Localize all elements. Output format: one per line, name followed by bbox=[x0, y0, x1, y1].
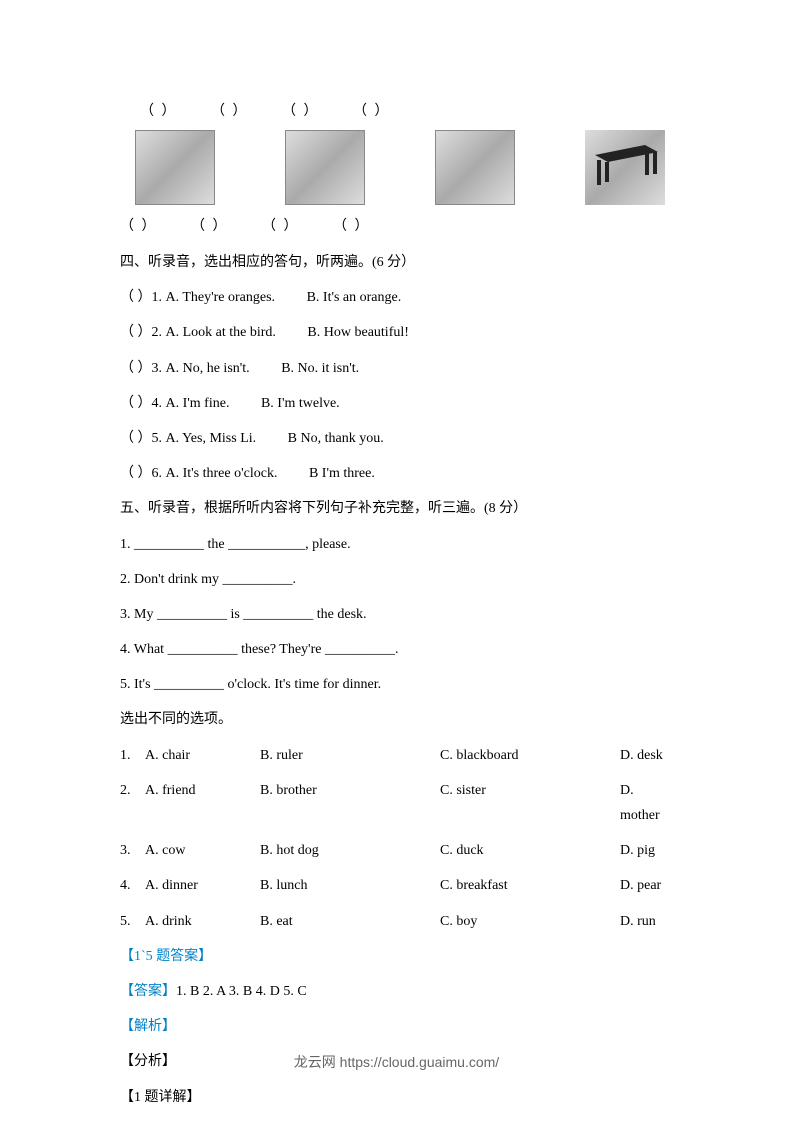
s5-3: 3. My __________ is __________ the desk. bbox=[120, 602, 673, 627]
footer-text: 龙云网 https://cloud.guaimu.com/ bbox=[0, 1052, 793, 1072]
image-3 bbox=[435, 130, 515, 205]
mc1-a: A. chair bbox=[145, 743, 260, 768]
image-1 bbox=[135, 130, 215, 205]
paren-2[interactable]: （ ） bbox=[211, 104, 249, 119]
sub2: 【1 题详解】 bbox=[120, 1085, 673, 1110]
paren-1[interactable]: （ ） bbox=[140, 104, 178, 119]
s5-2: 2. Don't drink my __________. bbox=[120, 567, 673, 592]
answer-content: 【答案】1. B 2. A 3. B 4. D 5. C bbox=[120, 979, 673, 1004]
mc4-d: D. pear bbox=[620, 873, 673, 898]
q4-4-b: B. I'm twelve. bbox=[261, 396, 340, 411]
paren-b1[interactable]: （ ） bbox=[120, 219, 158, 234]
q4-2-b: B. How beautiful! bbox=[307, 325, 408, 340]
q4-1: （ ）1. A. They're oranges. B. It's an ora… bbox=[120, 285, 673, 310]
q4-5-a: （ ）5. A. Yes, Miss Li. bbox=[120, 431, 256, 446]
q4-4-a: （ ）4. A. I'm fine. bbox=[120, 396, 229, 411]
answer-title: 【1`5 题答案】 bbox=[120, 944, 673, 969]
answer-text: 1. B 2. A 3. B 4. D 5. C bbox=[176, 984, 307, 999]
paren-b2[interactable]: （ ） bbox=[191, 219, 229, 234]
section4-heading: 四、听录音，选出相应的答句，听两遍。(6 分） bbox=[120, 250, 673, 275]
desk-icon bbox=[590, 140, 660, 190]
q4-5: （ ）5. A. Yes, Miss Li. B No, thank you. bbox=[120, 426, 673, 451]
s5-5: 5. It's __________ o'clock. It's time fo… bbox=[120, 672, 673, 697]
diff-heading: 选出不同的选项。 bbox=[120, 707, 673, 732]
mc2-c: C. sister bbox=[440, 778, 620, 828]
s5-1: 1. __________ the ___________, please. bbox=[120, 532, 673, 557]
mc3-a: A. cow bbox=[145, 838, 260, 863]
mc3-c: C. duck bbox=[440, 838, 620, 863]
q4-6-a: （ ）6. A. It's three o'clock. bbox=[120, 466, 277, 481]
mc1-num: 1. bbox=[120, 743, 145, 768]
mc4-a: A. dinner bbox=[145, 873, 260, 898]
mc1-d: D. desk bbox=[620, 743, 673, 768]
mc3-b: B. hot dog bbox=[260, 838, 440, 863]
mc4-num: 4. bbox=[120, 873, 145, 898]
q4-3-a: （ ）3. A. No, he isn't. bbox=[120, 361, 250, 376]
q4-6-b: B I'm three. bbox=[309, 466, 375, 481]
section5-heading: 五、听录音，根据所听内容将下列句子补充完整，听三遍。(8 分） bbox=[120, 496, 673, 521]
mc-row-5: 5. A. drink B. eat C. boy D. run bbox=[120, 909, 673, 934]
q4-3: （ ）3. A. No, he isn't. B. No. it isn't. bbox=[120, 356, 673, 381]
q4-5-b: B No, thank you. bbox=[288, 431, 384, 446]
mc-row-2: 2. A. friend B. brother C. sister D. mot… bbox=[120, 778, 673, 828]
mc4-c: C. breakfast bbox=[440, 873, 620, 898]
q4-1-a: （ ）1. A. They're oranges. bbox=[120, 290, 275, 305]
bottom-parentheses-row: （ ） （ ） （ ） （ ） bbox=[120, 215, 673, 235]
q4-6: （ ）6. A. It's three o'clock. B I'm three… bbox=[120, 461, 673, 486]
image-desk bbox=[585, 130, 665, 205]
q4-1-b: B. It's an orange. bbox=[307, 290, 402, 305]
mc-row-3: 3. A. cow B. hot dog C. duck D. pig bbox=[120, 838, 673, 863]
mc2-b: B. brother bbox=[260, 778, 440, 828]
top-parentheses-row: （ ） （ ） （ ） （ ） bbox=[140, 100, 673, 120]
mc5-d: D. run bbox=[620, 909, 673, 934]
mc2-num: 2. bbox=[120, 778, 145, 828]
image-2 bbox=[285, 130, 365, 205]
paren-b3[interactable]: （ ） bbox=[262, 219, 300, 234]
mc5-b: B. eat bbox=[260, 909, 440, 934]
mc3-d: D. pig bbox=[620, 838, 673, 863]
image-row bbox=[120, 130, 673, 205]
mc1-b: B. ruler bbox=[260, 743, 440, 768]
paren-4[interactable]: （ ） bbox=[353, 104, 391, 119]
mc5-c: C. boy bbox=[440, 909, 620, 934]
q4-2: （ ）2. A. Look at the bird. B. How beauti… bbox=[120, 320, 673, 345]
mc2-a: A. friend bbox=[145, 778, 260, 828]
mc-row-4: 4. A. dinner B. lunch C. breakfast D. pe… bbox=[120, 873, 673, 898]
mc5-a: A. drink bbox=[145, 909, 260, 934]
mc4-b: B. lunch bbox=[260, 873, 440, 898]
q4-4: （ ）4. A. I'm fine. B. I'm twelve. bbox=[120, 391, 673, 416]
mc2-d: D. mother bbox=[620, 778, 673, 828]
q4-3-b: B. No. it isn't. bbox=[281, 361, 359, 376]
s5-4: 4. What __________ these? They're ______… bbox=[120, 637, 673, 662]
mc1-c: C. blackboard bbox=[440, 743, 620, 768]
answer-prefix: 【答案】 bbox=[120, 984, 176, 999]
q4-2-a: （ ）2. A. Look at the bird. bbox=[120, 325, 276, 340]
mc-row-1: 1. A. chair B. ruler C. blackboard D. de… bbox=[120, 743, 673, 768]
paren-b4[interactable]: （ ） bbox=[333, 219, 371, 234]
analysis-label: 【解析】 bbox=[120, 1014, 673, 1039]
mc3-num: 3. bbox=[120, 838, 145, 863]
paren-3[interactable]: （ ） bbox=[282, 104, 320, 119]
mc5-num: 5. bbox=[120, 909, 145, 934]
